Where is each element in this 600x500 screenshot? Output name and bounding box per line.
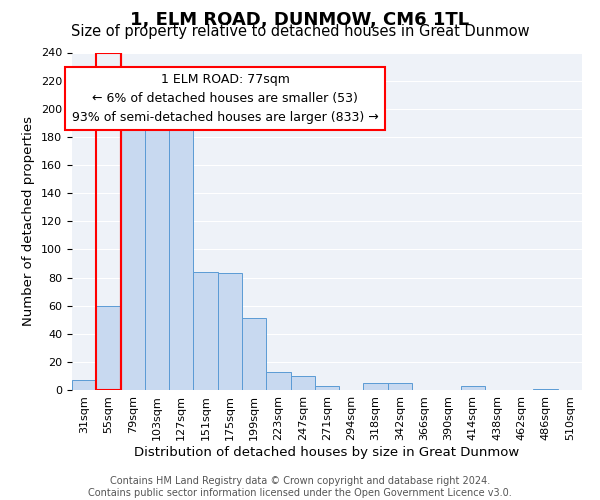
Text: Contains HM Land Registry data © Crown copyright and database right 2024.
Contai: Contains HM Land Registry data © Crown c… — [88, 476, 512, 498]
Text: 1 ELM ROAD: 77sqm
← 6% of detached houses are smaller (53)
93% of semi-detached : 1 ELM ROAD: 77sqm ← 6% of detached house… — [71, 72, 379, 124]
Bar — [461, 386, 485, 390]
Bar — [218, 274, 242, 390]
Bar — [364, 383, 388, 390]
Bar — [121, 108, 145, 390]
Bar — [242, 318, 266, 390]
Bar — [193, 272, 218, 390]
Bar — [290, 376, 315, 390]
Bar — [72, 380, 96, 390]
Bar — [533, 388, 558, 390]
Bar — [96, 52, 121, 390]
Bar — [169, 118, 193, 390]
Y-axis label: Number of detached properties: Number of detached properties — [22, 116, 35, 326]
Bar — [388, 383, 412, 390]
X-axis label: Distribution of detached houses by size in Great Dunmow: Distribution of detached houses by size … — [134, 446, 520, 458]
Bar — [145, 128, 169, 390]
Bar — [266, 372, 290, 390]
Bar — [96, 306, 121, 390]
Bar — [315, 386, 339, 390]
Text: 1, ELM ROAD, DUNMOW, CM6 1TL: 1, ELM ROAD, DUNMOW, CM6 1TL — [130, 12, 470, 30]
Text: Size of property relative to detached houses in Great Dunmow: Size of property relative to detached ho… — [71, 24, 529, 39]
